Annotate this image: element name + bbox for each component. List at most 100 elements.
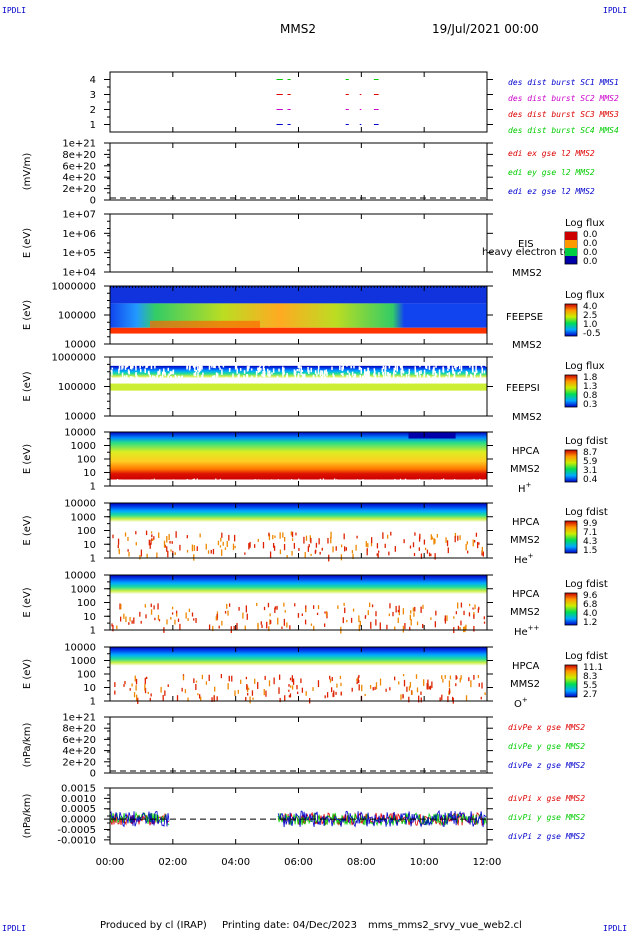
- feepsi-speckle: [128, 370, 130, 375]
- hpca-h-speckle: [277, 479, 279, 486]
- hpca-o-speckle: [358, 684, 360, 691]
- hpca-h-speckle: [185, 479, 187, 487]
- hpca-o-speckle: [297, 691, 299, 695]
- hpca-h-speckle: [471, 479, 473, 486]
- feepsi-speckle: [264, 370, 266, 377]
- divpe-frame: [109, 716, 488, 774]
- feepsi-speckle: [346, 374, 348, 381]
- feepsi-speckle: [414, 369, 417, 375]
- hpca-o-speckle: [193, 678, 195, 684]
- hpca-o-speckle: [184, 689, 187, 694]
- feepsi-speckle: [262, 365, 265, 371]
- hpca-he-speckle: [118, 549, 120, 555]
- feepse-noise-mark: [411, 286, 413, 288]
- hpca-he2-speckle: [177, 618, 180, 623]
- hpca-h-speckle: [273, 481, 276, 486]
- feepse-noise-mark: [179, 286, 181, 288]
- feepsi-speckle: [340, 373, 343, 376]
- feepse-noise-mark: [477, 286, 479, 288]
- hpca-he-speckle: [318, 538, 320, 545]
- feepsi-speckle: [384, 366, 386, 373]
- hpca-he2-speckle: [455, 611, 458, 615]
- hpca-he-speckle: [273, 545, 276, 551]
- corner-label-bottom-left: IPDLI: [2, 924, 27, 933]
- feepse-noise-mark: [273, 286, 275, 288]
- colorbar-title: Log fdist: [565, 507, 608, 518]
- feepse-noise-mark: [295, 286, 297, 288]
- feepsi-speckle: [370, 376, 373, 380]
- feepsi-speckle: [394, 365, 397, 371]
- feepsi-speckle: [348, 372, 351, 378]
- hpca-he-speckle: [327, 537, 329, 544]
- hpca-h-speckle: [255, 481, 257, 488]
- feepsi-speckle: [408, 375, 410, 381]
- hpca-he2-speckle: [370, 621, 372, 629]
- hpca-he-speckle: [344, 546, 346, 552]
- hpca-he-speckle: [446, 540, 449, 547]
- y-tick-label: 8e+20: [62, 724, 96, 735]
- hpca-he2-speckle: [267, 602, 270, 608]
- x-tick-label: 04:00: [221, 857, 250, 868]
- feepse-noise-mark: [135, 286, 137, 288]
- hpca-he-speckle: [279, 549, 282, 555]
- feepsi-speckle: [202, 376, 204, 381]
- feepsi-speckle: [303, 374, 305, 379]
- hpca-he2-ylabel: E (eV): [22, 587, 33, 617]
- feepsi-speckle: [272, 368, 275, 373]
- hpca-h-speckle: [399, 478, 402, 485]
- hpca-o-speckle: [408, 696, 410, 703]
- hpca-he-speckle: [148, 539, 150, 546]
- hpca-h-speckle: [357, 480, 359, 485]
- feepsi-speckle: [324, 373, 326, 379]
- feepsi-speckle: [416, 372, 418, 376]
- hpca-o-speckle: [181, 687, 183, 692]
- hpca-he-speckle: [321, 547, 323, 551]
- hpca-he-speckle: [330, 531, 332, 539]
- hpca-he-speckle: [248, 543, 250, 550]
- hpca-o-speckle: [265, 690, 267, 697]
- feepsi-speckle: [244, 377, 247, 380]
- hpca-he2-speckle: [215, 616, 217, 621]
- hpca-o-speckle: [480, 696, 482, 700]
- feepsi-speckle: [373, 376, 376, 380]
- hpca-he-speckle: [170, 549, 172, 552]
- feepse-noise-mark: [216, 286, 218, 288]
- feepsi-speckle: [389, 373, 391, 379]
- y-tick-label: 0.0005: [61, 804, 96, 815]
- feepsi-speckle: [432, 367, 435, 374]
- species-label: He+: [514, 552, 534, 566]
- hpca-he-speckle: [409, 545, 412, 549]
- feepsi-speckle: [186, 377, 188, 380]
- hpca-he-speckle: [466, 541, 468, 545]
- feepsi-speckle: [161, 363, 163, 366]
- feepsi-speckle: [258, 366, 261, 371]
- hpca-he-speckle: [139, 555, 141, 560]
- hpca-o-speckle: [129, 688, 131, 691]
- hpca-he-speckle: [434, 538, 436, 544]
- hpca-h-speckle: [319, 478, 321, 486]
- hpca-o-speckle: [301, 687, 304, 693]
- feepsi-speckle: [268, 370, 271, 374]
- feepsi-speckle: [454, 363, 456, 369]
- hpca-he-speckle: [356, 535, 358, 539]
- feepsi-speckle: [360, 367, 362, 374]
- feepsi-speckle: [218, 364, 220, 368]
- hpca-h-speckle: [473, 480, 476, 486]
- hpca-o-speckle: [481, 682, 483, 689]
- y-tick-label: 0: [90, 769, 96, 780]
- hpca-he-speckle: [179, 544, 181, 551]
- hpca-he2-speckle: [218, 625, 220, 629]
- feepsi-speckle: [342, 372, 344, 377]
- feepse-noise-mark: [223, 286, 225, 288]
- hpca-o-speckle: [134, 675, 136, 682]
- hpca-he-speckle: [332, 546, 334, 553]
- hpca-he-speckle: [228, 534, 230, 541]
- feepse-noise-mark: [395, 286, 397, 288]
- hpca-he-speckle: [135, 531, 137, 535]
- y-tick-label: 10000: [64, 412, 96, 423]
- hpca-he-speckle: [303, 536, 305, 544]
- feepsi-speckle: [215, 372, 218, 379]
- y-tick-label: 4e+20: [62, 173, 96, 184]
- feepse-noise-mark: [389, 286, 391, 288]
- y-tick-label: 1000: [71, 584, 96, 595]
